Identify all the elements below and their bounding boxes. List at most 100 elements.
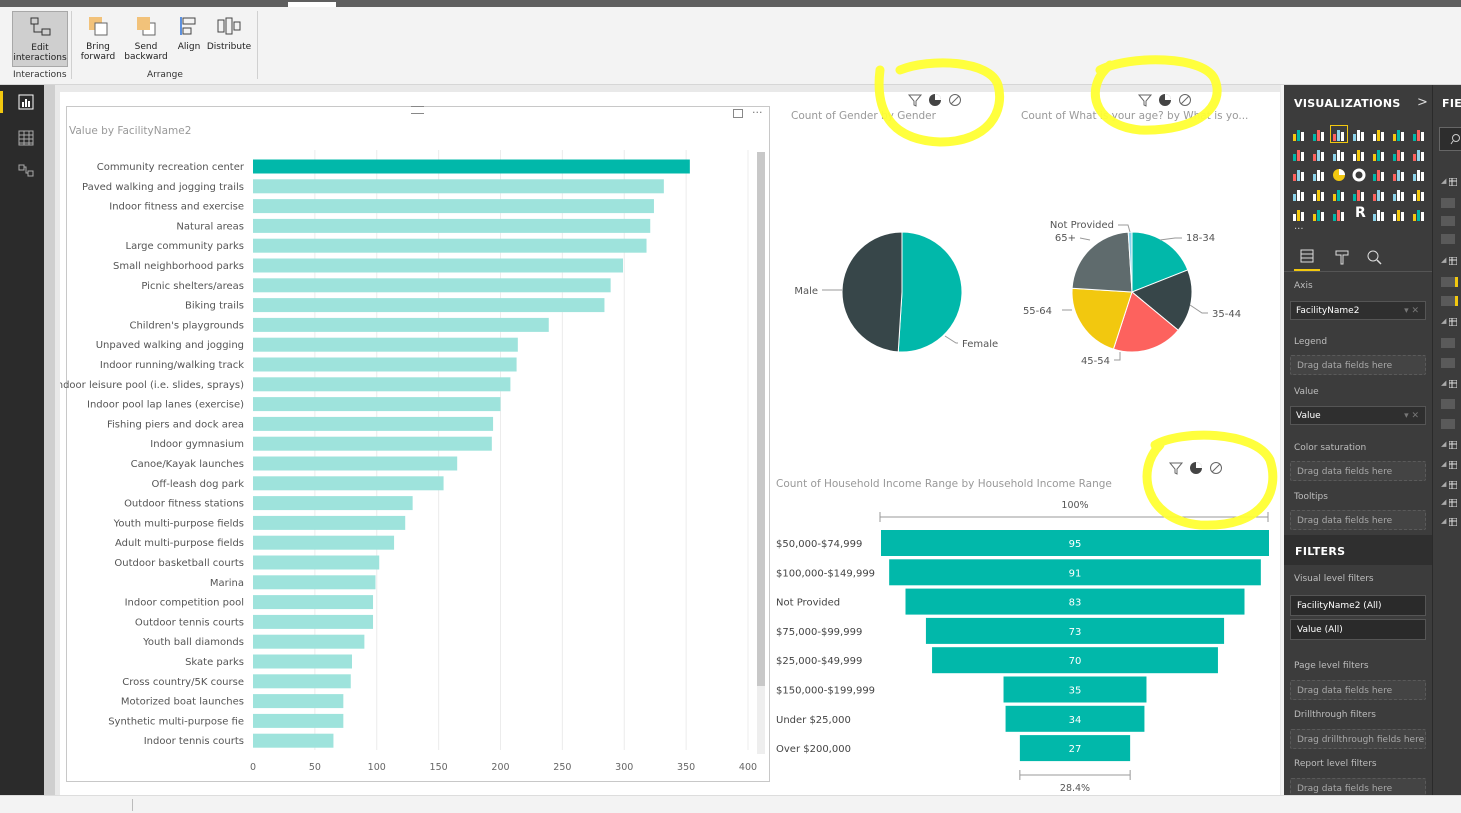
field-item[interactable] <box>1441 277 1458 287</box>
field-item[interactable] <box>1441 419 1455 429</box>
visual-type-icon[interactable] <box>1332 147 1346 161</box>
visual-type-icon[interactable] <box>1352 187 1366 201</box>
remove-field-icon[interactable]: ▾ ✕ <box>1404 306 1419 316</box>
none-icon[interactable] <box>949 94 961 106</box>
visual-type-icon[interactable] <box>1332 167 1346 181</box>
report-view-button[interactable] <box>0 91 44 113</box>
none-icon[interactable] <box>1179 94 1191 106</box>
visual-type-icon[interactable] <box>1392 147 1406 161</box>
field-item[interactable]: ◢ <box>1441 256 1457 266</box>
visual-type-icon[interactable] <box>1312 187 1326 201</box>
filter-value[interactable]: Value (All) <box>1290 619 1426 640</box>
visual-type-icon[interactable] <box>1292 187 1306 201</box>
legend-drop-zone[interactable]: Drag data fields here <box>1290 355 1426 375</box>
bar <box>253 674 351 689</box>
visual-type-icon[interactable] <box>1332 207 1346 221</box>
field-item[interactable] <box>1441 358 1455 368</box>
tooltips-drop-zone[interactable]: Drag data fields here <box>1290 510 1426 530</box>
visual-type-icon[interactable] <box>1412 127 1426 141</box>
align-button[interactable]: Align <box>175 15 203 52</box>
field-item[interactable]: ◢ <box>1441 177 1457 187</box>
field-item[interactable] <box>1441 198 1455 208</box>
category-label: Biking trails <box>185 301 244 312</box>
visual-type-icon[interactable] <box>1352 147 1366 161</box>
field-item[interactable] <box>1441 338 1455 348</box>
bar <box>253 337 518 352</box>
remove-field-icon[interactable]: ▾ ✕ <box>1404 411 1419 421</box>
visual-type-icon[interactable]: R <box>1352 205 1366 221</box>
visual-type-icon[interactable] <box>1412 187 1426 201</box>
visual-type-icon[interactable] <box>1412 167 1426 181</box>
visual-type-icon[interactable] <box>1372 147 1386 161</box>
drag-handle-icon[interactable] <box>411 106 424 114</box>
visual-type-icon[interactable] <box>1330 125 1348 143</box>
interaction-icons-gender[interactable] <box>907 92 963 108</box>
slice-label: 45-54 <box>1081 356 1110 367</box>
interaction-icons-age[interactable] <box>1137 92 1193 108</box>
field-item[interactable]: ◢ <box>1441 317 1457 327</box>
collapse-pane-chevron[interactable]: > <box>1417 95 1428 110</box>
visual-type-icon[interactable] <box>1392 207 1406 221</box>
visual-type-icon[interactable] <box>1292 207 1306 221</box>
visual-type-icon[interactable] <box>1372 207 1386 221</box>
visual-type-icon[interactable] <box>1392 187 1406 201</box>
format-tab-icon[interactable] <box>1334 249 1350 265</box>
more-options-icon[interactable]: ··· <box>752 106 763 119</box>
drillthrough-drop-zone[interactable]: Drag drillthrough fields here <box>1290 729 1426 749</box>
visual-type-icon[interactable] <box>1372 167 1386 181</box>
field-item[interactable]: ◢ <box>1441 460 1457 470</box>
field-item[interactable]: ◢ <box>1441 480 1457 490</box>
visual-type-icon[interactable] <box>1292 167 1306 181</box>
visual-type-icon[interactable] <box>1312 147 1326 161</box>
visual-type-icon[interactable] <box>1292 147 1306 161</box>
visual-type-icon[interactable] <box>1292 127 1306 141</box>
distribute-button[interactable]: Distribute <box>206 15 252 52</box>
field-item[interactable] <box>1441 399 1455 409</box>
visual-type-icon[interactable] <box>1372 127 1386 141</box>
fields-search-input[interactable] <box>1439 127 1461 151</box>
bring-forward-button[interactable]: Bring forward <box>76 15 120 62</box>
field-item[interactable] <box>1441 234 1455 244</box>
field-item[interactable]: ◢ <box>1441 498 1457 508</box>
fields-tab[interactable] <box>1294 243 1320 271</box>
filter-facilityname2[interactable]: FacilityName2 (All) <box>1290 595 1426 616</box>
field-item[interactable]: ◢ <box>1441 440 1457 450</box>
focus-mode-icon[interactable] <box>733 109 743 118</box>
field-item[interactable] <box>1441 296 1458 306</box>
drillthrough-filters-label: Drillthrough filters <box>1294 710 1376 720</box>
table-icon <box>1449 441 1457 449</box>
bar <box>253 278 611 293</box>
field-item[interactable]: ◢ <box>1441 517 1457 527</box>
visual-type-icon[interactable] <box>1372 187 1386 201</box>
field-item[interactable] <box>1441 216 1455 226</box>
interaction-icons-funnel[interactable] <box>1168 460 1224 476</box>
relationships-view-button[interactable] <box>0 160 44 182</box>
visual-type-icon[interactable] <box>1312 167 1326 181</box>
visual-type-icon[interactable] <box>1412 147 1426 161</box>
filter-icon[interactable] <box>907 94 923 107</box>
chevron-icon: ◢ <box>1441 317 1447 325</box>
analytics-tab-icon[interactable] <box>1366 249 1382 265</box>
visual-type-icon[interactable] <box>1312 207 1326 221</box>
filter-icon[interactable] <box>1137 94 1153 107</box>
value-field[interactable]: Value ▾ ✕ <box>1290 406 1426 425</box>
field-item[interactable]: ◢ <box>1441 379 1457 389</box>
page-filters-drop-zone[interactable]: Drag data fields here <box>1290 680 1426 700</box>
axis-field[interactable]: FacilityName2 ▾ ✕ <box>1290 301 1426 320</box>
color-saturation-drop-zone[interactable]: Drag data fields here <box>1290 461 1426 481</box>
visual-type-icon[interactable] <box>1352 127 1366 141</box>
edit-interactions-button[interactable]: Edit interactions <box>12 11 68 67</box>
visual-type-icon[interactable] <box>1392 127 1406 141</box>
bar-scrollbar[interactable] <box>757 152 765 686</box>
data-view-button[interactable] <box>0 127 44 149</box>
visual-type-icon[interactable] <box>1332 187 1346 201</box>
none-icon[interactable] <box>1210 462 1222 474</box>
filter-icon[interactable] <box>1168 462 1184 475</box>
bar-scroll-track <box>757 686 765 754</box>
visual-type-icon[interactable] <box>1412 207 1426 221</box>
visual-type-icon[interactable] <box>1352 167 1366 182</box>
visual-type-icon[interactable] <box>1392 167 1406 181</box>
visual-type-icon[interactable] <box>1312 127 1326 141</box>
send-backward-button[interactable]: Send backward <box>122 15 170 62</box>
more-visuals[interactable]: ... <box>1294 221 1304 232</box>
